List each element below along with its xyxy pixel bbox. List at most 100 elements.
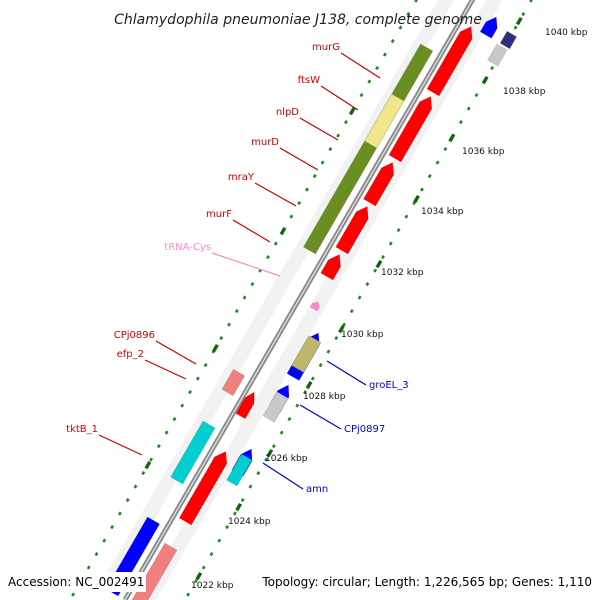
major-tick [375, 259, 383, 269]
tick-mark [193, 579, 198, 584]
gene-label: tRNA-Cys [164, 242, 211, 253]
tick-mark [513, 25, 518, 30]
gene-nlpD [364, 93, 405, 149]
callout-leader [340, 52, 381, 79]
tick-mark [320, 160, 325, 165]
scale-label: 1028 kbp [303, 392, 346, 402]
tick-mark [310, 376, 315, 381]
tick-mark [195, 376, 200, 381]
major-tick [413, 194, 420, 204]
scale-label: 1032 kbp [381, 268, 424, 278]
tick-mark [256, 471, 261, 476]
scale-label: 1038 kbp [503, 87, 546, 97]
major-tick [144, 460, 152, 470]
tick-mark [164, 430, 169, 435]
tick-mark [125, 498, 130, 503]
tick-mark [149, 457, 153, 462]
tick-mark [250, 282, 255, 287]
callout-leader [279, 147, 319, 171]
tick-mark [295, 403, 300, 408]
gene-label: murG [312, 42, 340, 53]
tick-mark [365, 282, 370, 287]
tick-mark [305, 187, 309, 192]
major-tick [515, 16, 523, 26]
callout-leader [155, 340, 197, 365]
tick-mark [240, 498, 245, 503]
gene-label: murF [206, 209, 232, 220]
tick-mark [86, 565, 91, 570]
tick-mark [336, 133, 341, 138]
gene-label: groEL_3 [369, 380, 409, 391]
major-tick [338, 324, 345, 334]
scale-labels: 1022 kbp 1024 kbp 1026 kbp 1028 kbp 1030 kbp… [191, 28, 588, 591]
tick-mark [242, 295, 247, 300]
tick-mark [420, 187, 424, 192]
major-tick [481, 75, 489, 85]
gene-label: CPj0896 [114, 330, 155, 341]
scale-label: 1030 kbp [341, 330, 384, 340]
accession-label: Accession: NC_002491 [6, 572, 147, 592]
gene-label: CPj0897 [344, 424, 385, 435]
tick-mark [117, 511, 122, 516]
tick-mark [381, 255, 385, 260]
tick-mark [141, 471, 146, 476]
major-tick [305, 380, 313, 390]
backbone-highlight [124, 0, 474, 600]
tick-mark [529, 0, 533, 3]
topology-label: Topology: circular; Length: 1,226,565 bp… [260, 572, 594, 592]
tick-mark [94, 552, 99, 557]
tick-mark [398, 25, 403, 30]
tick-mark [156, 444, 161, 449]
tick-mark [344, 120, 348, 125]
tick-mark [414, 0, 418, 3]
tick-mark [297, 201, 302, 206]
gene-label: amn [306, 484, 328, 495]
tick-mark [201, 565, 206, 570]
gene-murG [426, 26, 473, 97]
tick-mark [217, 538, 222, 543]
major-tick [195, 571, 203, 581]
gene-tRNA-Cys [309, 301, 320, 312]
genome-backbone [122, 0, 476, 600]
tick-mark [490, 66, 495, 71]
gene-nlpD-ftsW [388, 96, 433, 163]
inner-tick-track [186, 0, 533, 597]
tick-mark [71, 592, 76, 597]
gene-label: ftsW [298, 75, 320, 86]
tick-mark [326, 349, 331, 354]
scale-label: 1034 kbp [421, 207, 464, 217]
tick-mark [328, 147, 333, 152]
tick-mark [459, 120, 463, 125]
tick-mark [375, 66, 380, 71]
gene-murF [320, 254, 341, 281]
gene-CPj0896 [221, 368, 246, 397]
callout-leader [320, 85, 359, 111]
tick-mark [357, 295, 362, 300]
scale-label: 1022 kbp [191, 581, 234, 591]
tick-mark [289, 214, 294, 219]
tick-mark [443, 147, 448, 152]
tick-mark [342, 322, 346, 327]
major-tick [235, 502, 243, 512]
tick-mark [186, 592, 191, 597]
callout-leader [232, 219, 271, 243]
tick-mark [312, 174, 317, 179]
major-tick [266, 448, 274, 458]
tick-mark [287, 417, 292, 422]
tick-mark [388, 241, 393, 246]
callout-leader [98, 434, 143, 456]
tick-mark [266, 255, 270, 260]
major-tick [348, 106, 356, 116]
gene-murG-block [302, 43, 434, 255]
tick-mark [273, 241, 278, 246]
tick-mark [225, 525, 230, 530]
tick-mark [180, 403, 185, 408]
tick-mark [435, 160, 440, 165]
tick-mark [209, 552, 214, 557]
scale-label: 1036 kbp [462, 147, 505, 157]
gene-tktB-red [178, 451, 228, 526]
gene-label: tktB_1 [66, 424, 98, 435]
tick-mark [406, 12, 411, 17]
tick-mark [102, 538, 107, 543]
